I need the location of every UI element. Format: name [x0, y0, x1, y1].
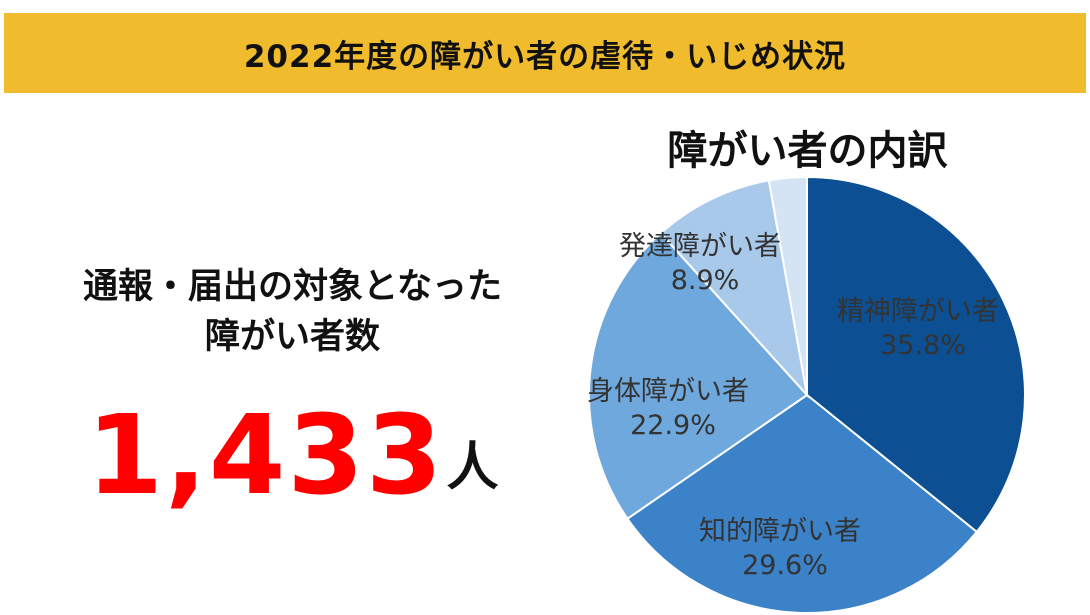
pie-slice-3 [588, 231, 809, 521]
slice-label-category: 身体障がい者 [587, 376, 749, 407]
count-label-line1: 通報・届出の対象となった [83, 267, 502, 307]
total-count: 1,433 人 [20, 380, 565, 510]
slice-label-category: 精神障がい者 [837, 296, 999, 327]
pie-slice-4 [659, 179, 809, 399]
slice-label-category: 発達障がい者 [619, 231, 781, 262]
count-unit: 人 [446, 438, 499, 498]
slice-label-percent: 22.9% [630, 410, 716, 441]
slice-label-percent: 8.9% [671, 265, 740, 296]
page-title: 2022年度の障がい者の虐待・いじめ状況 [243, 38, 847, 75]
count-label-line2: 障がい者数 [204, 317, 380, 357]
pie-slice-2 [626, 393, 979, 614]
slice-label-category: 知的障がい者 [699, 516, 861, 547]
title-banner: 2022年度の障がい者の虐待・いじめ状況 [4, 13, 1086, 93]
pie-slice-5 [767, 175, 808, 396]
slice-label-percent: 35.8% [880, 330, 966, 361]
count-value: 1,433 [86, 391, 445, 519]
count-label: 通報・届出の対象となった 障がい者数 [20, 262, 565, 362]
slice-label-percent: 29.6% [742, 550, 828, 581]
chart-title: 障がい者の内訳 [667, 128, 948, 174]
pie-slice-1 [806, 175, 1026, 534]
